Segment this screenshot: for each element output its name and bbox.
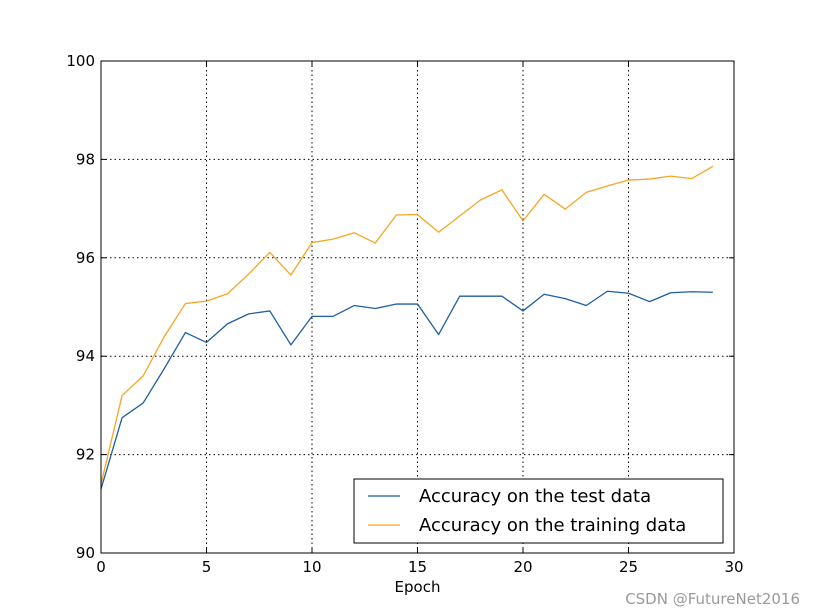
x-tick-label: 15 <box>408 558 427 576</box>
x-tick-label: 20 <box>513 558 532 576</box>
series-line-training <box>100 165 714 485</box>
legend: Accuracy on the test data Accuracy on the… <box>353 478 724 544</box>
x-tick-label: 0 <box>96 558 106 576</box>
y-tick-label: 92 <box>76 446 95 464</box>
axis-ticks: 0 5 10 15 20 25 30 90 92 94 96 98 100 <box>66 52 743 576</box>
x-axis-label: Epoch <box>395 578 441 596</box>
x-tick-label: 5 <box>202 558 212 576</box>
y-tick-label: 90 <box>76 544 95 562</box>
series-lines <box>100 165 714 490</box>
watermark: CSDN @FutureNet2016 <box>625 590 800 608</box>
x-tick-label: 25 <box>619 558 638 576</box>
legend-label: Accuracy on the training data <box>419 515 686 536</box>
grid <box>101 61 734 553</box>
legend-box <box>353 478 724 544</box>
y-tick-label: 96 <box>76 249 95 267</box>
series-line-test <box>100 290 713 490</box>
y-tick-label: 94 <box>76 347 95 365</box>
x-tick-label: 10 <box>302 558 321 576</box>
y-tick-label: 100 <box>66 52 95 70</box>
y-tick-label: 98 <box>76 150 95 168</box>
x-tick-label: 30 <box>724 558 743 576</box>
legend-label: Accuracy on the test data <box>419 486 651 507</box>
